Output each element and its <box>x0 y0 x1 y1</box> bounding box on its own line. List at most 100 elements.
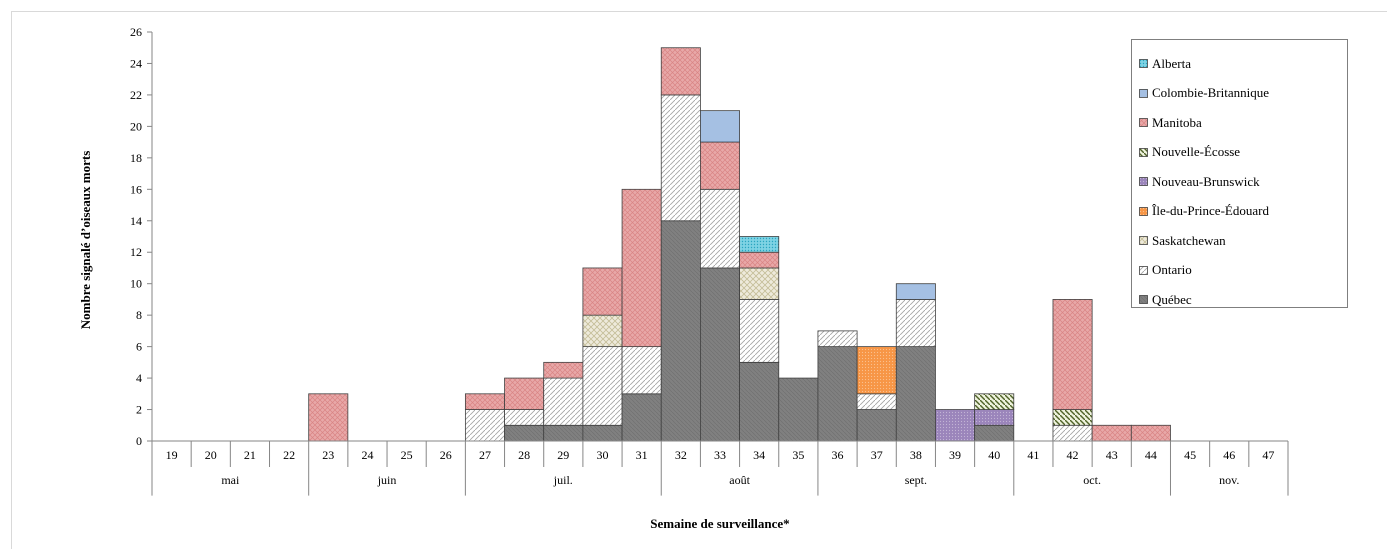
y-tick-label: 10 <box>130 277 142 291</box>
bar-segment-manitoba-week-43 <box>1091 424 1132 442</box>
month-label: oct. <box>1083 473 1101 487</box>
x-tick-label: 43 <box>1106 448 1118 462</box>
x-tick-label: 45 <box>1184 448 1196 462</box>
bar-segment-ontario-week-27 <box>464 409 505 442</box>
y-tick-label: 14 <box>130 214 142 228</box>
month-label: mai <box>221 473 240 487</box>
bar-segment-qu-bec-week-37 <box>856 409 897 442</box>
bar-segment-nouvelle-cosse-week-40 <box>974 393 1015 410</box>
legend-swatch <box>1139 236 1148 246</box>
bar-segment-qu-bec-week-33 <box>700 267 740 442</box>
legend-label: Nouveau-Brunswick <box>1152 173 1260 189</box>
legend-item: Nouvelle-Écosse <box>1132 138 1347 168</box>
x-tick-label: 28 <box>518 448 530 462</box>
legend-item: Saskatchewan <box>1132 226 1347 256</box>
y-tick-label: 6 <box>136 340 142 354</box>
bar-segment-qu-bec-week-28 <box>504 424 545 442</box>
x-tick-label: 40 <box>988 448 1000 462</box>
y-tick-label: 18 <box>130 151 142 165</box>
bar-segment-saskatchewan-week-34 <box>739 267 780 300</box>
x-tick-label: 29 <box>557 448 569 462</box>
legend-item: Manitoba <box>1132 108 1347 138</box>
bar-segment-colombie-britannique-week-38 <box>895 283 936 300</box>
y-tick-label: 26 <box>130 25 142 39</box>
x-tick-label: 33 <box>714 448 726 462</box>
bar-segment-qu-bec-week-40 <box>974 424 1015 442</box>
x-tick-label: 39 <box>949 448 961 462</box>
bar-segment-ontario-week-33 <box>700 188 740 269</box>
legend-item: Colombie-Britannique <box>1132 79 1347 109</box>
legend-label: Alberta <box>1152 55 1191 71</box>
bar-segment-manitoba-week-27 <box>464 393 505 410</box>
chart-frame <box>11 11 1387 549</box>
x-tick-label: 24 <box>361 448 373 462</box>
legend-swatch <box>1139 147 1148 157</box>
bar-segment-ontario-week-42 <box>1052 424 1093 442</box>
legend-swatch <box>1139 118 1148 128</box>
bar-segment--le-du-prince-douard-week-37 <box>856 346 897 395</box>
legend-item: Alberta <box>1132 49 1347 79</box>
x-axis-label: Semaine de surveillance* <box>650 516 789 531</box>
x-tick-label: 46 <box>1223 448 1235 462</box>
legend-label: Manitoba <box>1152 114 1202 130</box>
legend-swatch <box>1139 177 1148 187</box>
month-label: nov. <box>1219 473 1239 487</box>
x-axis: 19 20 21 22 23 24 25 26 27 28 29 30 31 32 33 34 35 36 37 38… <box>151 440 1289 496</box>
y-tick-label: 22 <box>130 88 142 102</box>
legend: Alberta Colombie-Britannique Manitoba Nouve… <box>1131 39 1348 308</box>
y-tick-label: 4 <box>136 371 142 385</box>
x-tick-label: 22 <box>283 448 295 462</box>
legend-label: Île-du-Prince-Édouard <box>1152 203 1269 219</box>
x-tick-label: 47 <box>1262 448 1274 462</box>
bar-segment-ontario-week-38 <box>895 299 936 348</box>
legend-label: Ontario <box>1152 262 1192 278</box>
legend-label: Nouvelle-Écosse <box>1152 144 1241 160</box>
x-tick-label: 36 <box>832 448 844 462</box>
y-tick-label: 12 <box>130 245 142 259</box>
y-tick-label: 16 <box>130 182 142 196</box>
x-tick-label: 44 <box>1145 448 1157 462</box>
legend-item: Nouveau-Brunswick <box>1132 167 1347 197</box>
legend-item: Île-du-Prince-Édouard <box>1132 197 1347 227</box>
legend-swatch <box>1139 265 1148 275</box>
bar-segment-ontario-week-34 <box>739 299 780 363</box>
bar-segment-manitoba-week-42 <box>1052 299 1093 410</box>
x-tick-label: 27 <box>479 448 491 462</box>
legend-label: Québec <box>1152 291 1192 307</box>
bars <box>308 47 1171 442</box>
bar-segment-manitoba-week-31 <box>621 188 662 348</box>
x-tick-label: 35 <box>792 448 804 462</box>
bar-segment-qu-bec-week-35 <box>778 377 819 442</box>
month-label: juil. <box>553 473 573 487</box>
x-tick-label: 32 <box>675 448 687 462</box>
legend-label: Saskatchewan <box>1152 232 1226 248</box>
bar-segment-colombie-britannique-week-33 <box>700 110 740 143</box>
y-tick-label: 2 <box>136 403 142 417</box>
legend-swatch <box>1139 295 1148 305</box>
bar-segment-manitoba-week-34 <box>739 251 780 269</box>
bar-segment-saskatchewan-week-30 <box>582 314 623 348</box>
x-tick-label: 42 <box>1067 448 1079 462</box>
y-tick-label: 24 <box>130 56 142 70</box>
legend-item: Québec <box>1132 285 1347 315</box>
bar-segment-ontario-week-32 <box>660 94 701 222</box>
month-label: juin <box>377 473 397 487</box>
bar-segment-ontario-week-31 <box>621 346 662 395</box>
x-tick-label: 20 <box>205 448 217 462</box>
bar-segment-qu-bec-week-36 <box>817 346 858 442</box>
bar-segment-ontario-week-28 <box>504 409 545 426</box>
bar-segment-manitoba-week-29 <box>543 361 584 379</box>
y-axis-label: Nombre signalé d’oiseaux morts <box>78 151 93 330</box>
legend-item: Ontario <box>1132 256 1347 286</box>
bar-segment-qu-bec-week-32 <box>660 220 701 442</box>
bar-segment-ontario-week-37 <box>856 393 897 410</box>
x-tick-label: 30 <box>596 448 608 462</box>
legend-swatch <box>1139 206 1148 216</box>
x-tick-label: 38 <box>910 448 922 462</box>
x-tick-label: 21 <box>244 448 256 462</box>
bar-segment-ontario-week-30 <box>582 346 623 426</box>
bar-segment-manitoba-week-23 <box>308 393 349 442</box>
y-tick-label: 8 <box>136 308 142 322</box>
